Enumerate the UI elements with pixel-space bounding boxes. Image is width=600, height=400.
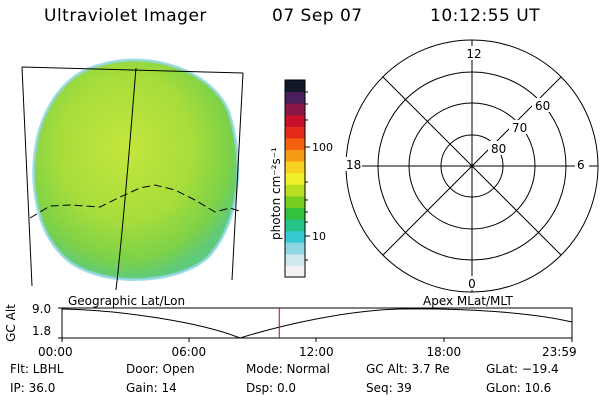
colorbar-segment xyxy=(285,126,305,139)
altitude-xtick-label: 18:00 xyxy=(426,345,462,359)
mlt-label-12: 12 xyxy=(466,47,481,61)
info-filter: Flt: LBHL xyxy=(10,362,64,376)
altitude-curve xyxy=(61,308,573,339)
mlt-label-18: 18 xyxy=(346,158,361,172)
observation-date: 07 Sep 07 xyxy=(272,6,363,26)
colorbar-unit-label: photon cm⁻²s⁻¹ xyxy=(269,147,283,240)
altitude-plot-ticks xyxy=(58,307,573,342)
colorbar-segment xyxy=(285,161,305,174)
earth-disk-image xyxy=(32,58,240,281)
colorbar-segment xyxy=(285,137,305,151)
colorbar-segment xyxy=(285,219,305,232)
colorbar-tick-10: 10 xyxy=(312,230,326,243)
colorbar-segment xyxy=(285,265,305,278)
mlat-label-80: 80 xyxy=(491,142,506,156)
instrument-title: Ultraviolet Imager xyxy=(44,6,207,26)
mlt-label-6: 6 xyxy=(577,158,585,172)
info-mode: Mode: Normal xyxy=(246,362,330,376)
polar-labels: 12 0 18 6 60 70 80 xyxy=(344,46,589,291)
mlat-label-70: 70 xyxy=(512,121,527,135)
info-gain: Gain: 14 xyxy=(126,381,177,395)
altitude-xtick-label: 06:00 xyxy=(171,345,207,359)
altitude-ymax: 9.0 xyxy=(32,302,52,316)
colorbar-segment xyxy=(285,230,305,243)
colorbar-ticks xyxy=(305,91,310,261)
altitude-xtick-label: 00:00 xyxy=(38,345,73,359)
geographic-grid xyxy=(21,66,244,291)
altitude-xtick-label: 23:59 xyxy=(542,345,577,359)
info-glat: GLat: −19.4 xyxy=(486,362,559,376)
altitude-ylabel: GC Alt xyxy=(3,304,18,342)
polar-mlt-plot xyxy=(345,39,599,293)
colorbar-segment xyxy=(285,184,305,197)
colorbar-segment xyxy=(285,114,305,127)
colorbar-segment xyxy=(285,195,305,208)
mlt-label-0: 0 xyxy=(468,277,476,291)
colorbar-segment xyxy=(285,80,305,93)
colorbar-frame xyxy=(284,79,306,278)
colorbar-segment xyxy=(285,103,305,116)
info-seq: Seq: 39 xyxy=(366,381,412,395)
info-gc-alt: GC Alt: 3.7 Re xyxy=(366,362,450,376)
mlat-label-60: 60 xyxy=(535,99,550,113)
altitude-plot-frame xyxy=(61,307,573,339)
colorbar-segment xyxy=(285,172,305,185)
colorbar-segment xyxy=(285,91,305,104)
info-ip: IP: 36.0 xyxy=(10,381,56,395)
colorbar-segment xyxy=(285,207,305,220)
altitude-xtick-label: 12:00 xyxy=(299,345,334,359)
colorbar-tick-100: 100 xyxy=(312,141,333,154)
info-door: Door: Open xyxy=(126,362,195,376)
intensity-colorbar xyxy=(285,80,305,278)
info-dsp: Dsp: 0.0 xyxy=(246,381,297,395)
colorbar-segment xyxy=(285,149,305,162)
altitude-ymin: 1.8 xyxy=(32,324,52,338)
geographic-grid-label: Geographic Lat/Lon xyxy=(68,294,186,308)
info-glon: GLon: 10.6 xyxy=(486,381,552,395)
colorbar-segment xyxy=(285,253,305,266)
colorbar-segment xyxy=(285,242,305,255)
observation-time: 10:12:55 UT xyxy=(430,6,541,26)
apex-grid-label: Apex MLat/MLT xyxy=(423,294,513,308)
